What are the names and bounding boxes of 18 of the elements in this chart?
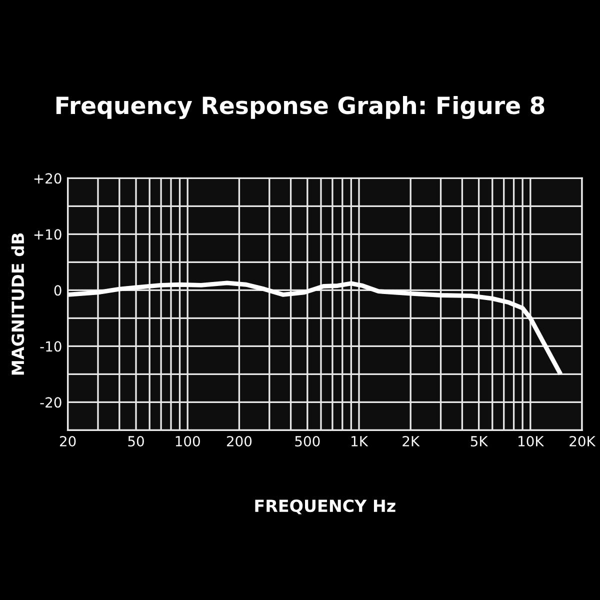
x-axis-title: FREQUENCY Hz (255, 499, 396, 514)
x-tick-label: 50 (128, 436, 144, 447)
x-tick-label: 100 (176, 436, 200, 447)
x-tick-label: 20K (570, 436, 596, 447)
y-tick-label: +20 (34, 173, 62, 184)
y-tick-label: 0 (54, 285, 62, 296)
x-tick-label: 5K (470, 436, 488, 447)
x-tick-label: 20 (60, 436, 76, 447)
x-tick-label: 200 (226, 436, 252, 447)
x-tick-label: 1K (352, 436, 368, 446)
y-tick-label: -20 (40, 397, 62, 408)
x-tick-label: 500 (295, 436, 320, 447)
x-tick-label: 2K (402, 436, 420, 446)
x-tick-label: 10K (518, 436, 544, 447)
y-tick-label: -10 (40, 341, 62, 352)
y-tick-label: +10 (34, 229, 62, 240)
y-axis-title: MAGNITUDE dB (11, 233, 24, 375)
chart-title: Frequency Response Graph: Figure 8 (56, 96, 544, 120)
